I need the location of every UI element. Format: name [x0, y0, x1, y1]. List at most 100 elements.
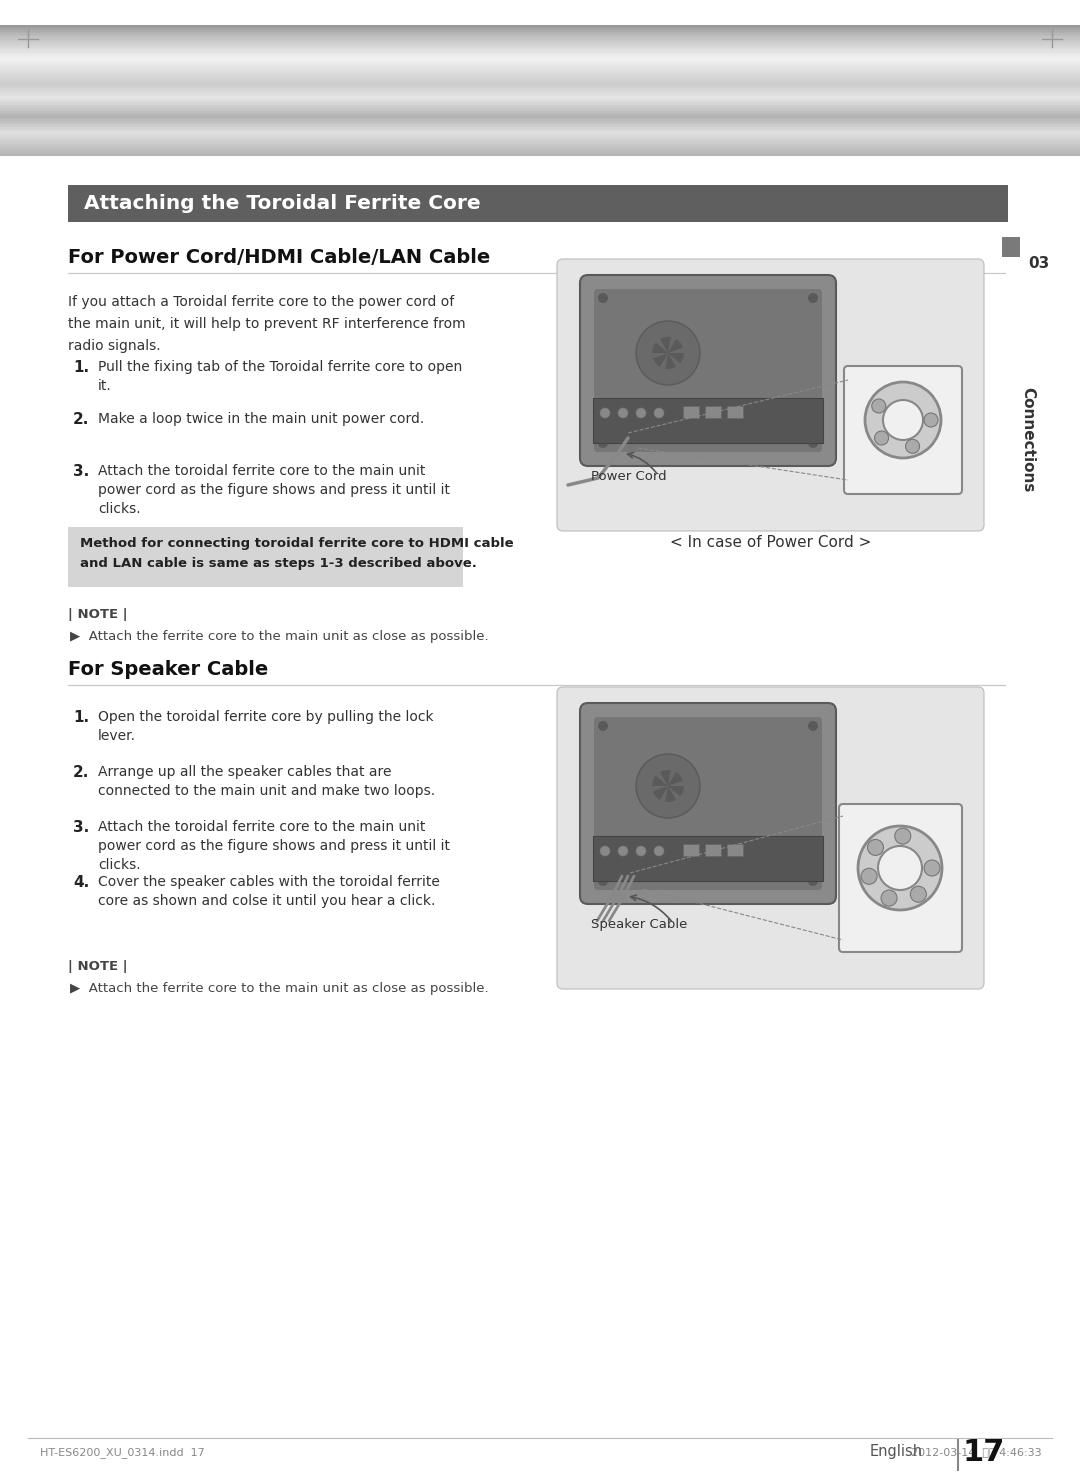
Circle shape [881, 890, 897, 907]
Bar [68, 527, 463, 587]
Bar [0, 95, 1080, 98]
Text: power cord as the figure shows and press it until it: power cord as the figure shows and press… [98, 484, 450, 497]
Bar [0, 138, 1080, 139]
FancyBboxPatch shape [594, 288, 822, 453]
Circle shape [598, 876, 608, 886]
Bar [593, 836, 823, 881]
Bar [0, 55, 1080, 56]
Bar [0, 126, 1080, 127]
Text: | NOTE |: | NOTE | [68, 960, 127, 973]
Polygon shape [652, 343, 669, 353]
Circle shape [598, 293, 608, 303]
Bar [0, 71, 1080, 72]
Bar [0, 154, 1080, 155]
Bar [0, 132, 1080, 135]
Bar [0, 75, 1080, 77]
Text: Attach the toroidal ferrite core to the main unit: Attach the toroidal ferrite core to the … [98, 819, 426, 834]
Bar [0, 50, 1080, 53]
Bar [0, 83, 1080, 86]
FancyBboxPatch shape [839, 805, 962, 952]
Bar [0, 98, 1080, 101]
Bar [0, 112, 1080, 115]
Bar [0, 146, 1080, 149]
Circle shape [618, 846, 627, 856]
Text: lever.: lever. [98, 729, 136, 742]
Circle shape [875, 430, 889, 445]
Polygon shape [653, 785, 669, 800]
Circle shape [905, 439, 919, 453]
Text: Connections: Connections [1021, 387, 1036, 493]
Circle shape [636, 754, 700, 818]
Circle shape [861, 868, 877, 884]
Bar [0, 89, 1080, 90]
Bar [705, 407, 721, 419]
Bar [727, 407, 743, 419]
Bar [0, 81, 1080, 84]
Text: radio signals.: radio signals. [68, 339, 161, 353]
Bar [0, 152, 1080, 154]
Bar [0, 41, 1080, 43]
Text: Cover the speaker cables with the toroidal ferrite: Cover the speaker cables with the toroid… [98, 876, 440, 889]
Circle shape [883, 399, 923, 439]
Text: Arrange up all the speaker cables that are: Arrange up all the speaker cables that a… [98, 765, 391, 779]
Text: | NOTE |: | NOTE | [68, 608, 127, 621]
Circle shape [636, 408, 646, 419]
Text: For Speaker Cable: For Speaker Cable [68, 660, 268, 679]
Text: If you attach a Toroidal ferrite core to the power cord of: If you attach a Toroidal ferrite core to… [68, 294, 455, 309]
Polygon shape [669, 785, 684, 796]
Bar [0, 90, 1080, 92]
Polygon shape [660, 771, 671, 785]
Bar [0, 65, 1080, 68]
Text: 4.: 4. [73, 876, 90, 890]
Circle shape [895, 828, 910, 845]
Circle shape [654, 846, 664, 856]
Circle shape [865, 382, 941, 458]
Text: Pull the fixing tab of the Toroidal ferrite core to open: Pull the fixing tab of the Toroidal ferr… [98, 359, 462, 374]
Bar [727, 845, 743, 856]
Bar [0, 130, 1080, 133]
Circle shape [858, 825, 942, 910]
Circle shape [808, 720, 818, 731]
Bar [0, 70, 1080, 71]
Bar [0, 143, 1080, 146]
Bar [0, 115, 1080, 118]
Bar [0, 62, 1080, 65]
Circle shape [618, 408, 627, 419]
Bar [0, 142, 1080, 143]
Bar [0, 145, 1080, 148]
Bar [0, 120, 1080, 121]
Bar [0, 49, 1080, 52]
Text: it.: it. [98, 379, 111, 393]
FancyBboxPatch shape [843, 365, 962, 494]
Text: HT-ES6200_XU_0314.indd  17: HT-ES6200_XU_0314.indd 17 [40, 1446, 205, 1458]
Bar [0, 105, 1080, 106]
Bar [0, 25, 1080, 27]
Circle shape [808, 876, 818, 886]
FancyBboxPatch shape [580, 703, 836, 904]
Bar [0, 109, 1080, 111]
Bar [68, 185, 1008, 222]
Polygon shape [669, 353, 684, 364]
Bar [0, 129, 1080, 132]
Circle shape [598, 438, 608, 448]
Bar [0, 108, 1080, 109]
Bar [0, 27, 1080, 28]
Bar [0, 87, 1080, 89]
Bar [0, 46, 1080, 49]
Text: English: English [870, 1444, 923, 1458]
Bar [683, 845, 699, 856]
Text: clicks.: clicks. [98, 858, 140, 873]
Bar [0, 139, 1080, 141]
Bar [0, 80, 1080, 83]
Polygon shape [653, 353, 669, 367]
Bar [0, 99, 1080, 102]
Bar [0, 33, 1080, 35]
Circle shape [636, 846, 646, 856]
Text: the main unit, it will help to prevent RF interference from: the main unit, it will help to prevent R… [68, 317, 465, 331]
FancyBboxPatch shape [557, 259, 984, 531]
Bar [0, 92, 1080, 93]
Text: 2.: 2. [73, 413, 90, 427]
Bar [0, 136, 1080, 138]
Circle shape [636, 321, 700, 385]
Circle shape [654, 408, 664, 419]
